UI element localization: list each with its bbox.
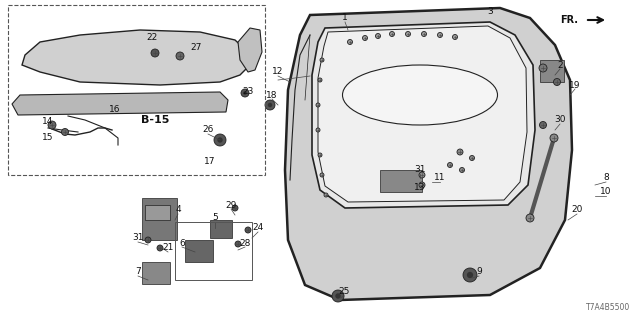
Circle shape [320, 173, 324, 177]
Text: 31: 31 [414, 165, 426, 174]
Text: 30: 30 [554, 116, 566, 124]
Text: 26: 26 [202, 125, 214, 134]
Circle shape [526, 214, 534, 222]
Circle shape [467, 272, 473, 278]
Text: 16: 16 [109, 106, 121, 115]
Bar [185, 240, 213, 262]
Circle shape [540, 122, 547, 129]
Circle shape [376, 34, 381, 38]
Circle shape [419, 172, 425, 178]
Circle shape [554, 78, 561, 85]
Circle shape [232, 205, 238, 211]
Text: 23: 23 [243, 87, 253, 97]
Circle shape [151, 49, 159, 57]
Circle shape [235, 241, 241, 247]
Bar [210, 220, 232, 238]
Circle shape [218, 137, 223, 143]
Text: 11: 11 [435, 173, 445, 182]
Text: 24: 24 [252, 223, 264, 233]
Circle shape [362, 36, 367, 41]
Text: 12: 12 [272, 68, 284, 76]
Text: 21: 21 [163, 244, 173, 252]
Circle shape [316, 103, 320, 107]
Circle shape [422, 31, 426, 36]
Text: B-15: B-15 [141, 115, 169, 125]
Circle shape [550, 134, 558, 142]
Bar [145, 205, 170, 220]
Circle shape [320, 58, 324, 62]
Bar [380, 170, 422, 192]
Circle shape [245, 227, 251, 233]
Text: 9: 9 [476, 268, 482, 276]
Bar [8, 5, 265, 175]
Bar [540, 60, 564, 82]
Circle shape [452, 35, 458, 39]
Text: 20: 20 [572, 205, 582, 214]
Text: T7A4B5500: T7A4B5500 [586, 303, 630, 312]
Text: 18: 18 [266, 91, 278, 100]
Circle shape [214, 134, 226, 146]
Text: 13: 13 [414, 183, 426, 193]
Polygon shape [12, 92, 228, 115]
Circle shape [419, 182, 425, 188]
Text: 29: 29 [225, 201, 237, 210]
Text: 14: 14 [42, 117, 54, 126]
Text: 1: 1 [342, 13, 348, 22]
Text: 28: 28 [239, 238, 251, 247]
Text: FR.: FR. [560, 15, 578, 25]
Text: 6: 6 [179, 238, 185, 247]
Text: 3: 3 [487, 7, 493, 17]
Circle shape [460, 167, 465, 172]
Text: 15: 15 [42, 133, 54, 142]
Bar [175, 222, 252, 280]
Circle shape [438, 33, 442, 37]
Text: 27: 27 [190, 44, 202, 52]
Circle shape [335, 293, 340, 299]
Circle shape [324, 193, 328, 197]
Polygon shape [312, 22, 535, 208]
Circle shape [318, 153, 322, 157]
Text: 31: 31 [132, 234, 144, 243]
Text: 7: 7 [135, 268, 141, 276]
Circle shape [332, 290, 344, 302]
Text: 4: 4 [175, 205, 181, 214]
Circle shape [241, 89, 249, 97]
Polygon shape [238, 28, 262, 72]
Circle shape [157, 245, 163, 251]
Text: 22: 22 [147, 34, 157, 43]
Text: 19: 19 [569, 81, 580, 90]
Circle shape [447, 163, 452, 167]
Bar [142, 198, 177, 240]
Text: 5: 5 [212, 213, 218, 222]
Bar [142, 262, 170, 284]
Circle shape [176, 52, 184, 60]
Circle shape [348, 39, 353, 44]
Text: 17: 17 [204, 157, 216, 166]
Circle shape [268, 103, 272, 107]
Circle shape [539, 64, 547, 72]
Circle shape [145, 237, 151, 243]
Circle shape [318, 78, 322, 82]
Circle shape [463, 268, 477, 282]
Circle shape [316, 128, 320, 132]
Text: 2: 2 [557, 60, 563, 69]
Text: 25: 25 [339, 287, 349, 297]
Polygon shape [22, 30, 250, 85]
Circle shape [390, 31, 394, 36]
Circle shape [243, 91, 247, 95]
Text: 8: 8 [603, 173, 609, 182]
Circle shape [265, 100, 275, 110]
Circle shape [48, 121, 56, 129]
Polygon shape [318, 26, 527, 202]
Circle shape [470, 156, 474, 161]
Circle shape [61, 129, 68, 135]
Text: 10: 10 [600, 188, 612, 196]
Polygon shape [285, 8, 572, 300]
Circle shape [406, 31, 410, 36]
Ellipse shape [342, 65, 497, 125]
Circle shape [457, 149, 463, 155]
